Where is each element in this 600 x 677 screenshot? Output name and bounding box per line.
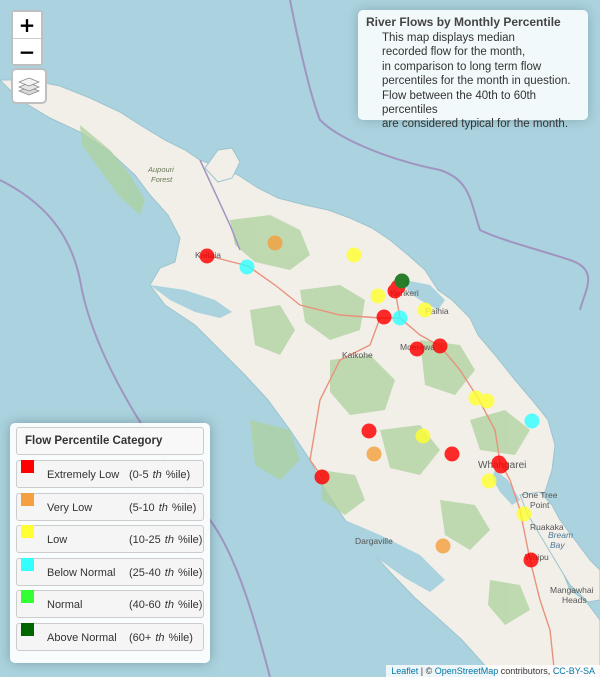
legend-label: Normal — [47, 599, 83, 611]
legend-range: (10-25 th %ile) — [129, 534, 203, 546]
place-label: Bream — [548, 530, 573, 540]
osm-link[interactable]: OpenStreetMap — [434, 666, 499, 676]
site-marker[interactable] — [435, 538, 451, 554]
site-marker[interactable] — [392, 310, 408, 326]
land-karikari — [204, 147, 241, 183]
legend-swatch — [21, 590, 34, 603]
legend-range: (60+ th %ile) — [129, 631, 193, 644]
legend-label: Extremely Low — [47, 469, 120, 481]
layers-button[interactable] — [11, 68, 47, 104]
info-panel: River Flows by Monthly Percentile This m… — [358, 10, 588, 130]
site-marker[interactable] — [493, 458, 509, 474]
legend-label: Very Low — [47, 501, 93, 514]
info-line: This map displays median — [382, 32, 515, 44]
place-label: Paihia — [425, 306, 449, 316]
layers-icon — [18, 77, 40, 96]
site-marker[interactable] — [366, 446, 382, 462]
site-marker[interactable] — [516, 506, 532, 522]
legend-range: (0-5 th %ile) — [129, 469, 191, 481]
harbour-hokianga — [150, 285, 232, 318]
site-marker[interactable] — [314, 469, 330, 485]
legend-swatch — [21, 525, 34, 538]
site-marker[interactable] — [415, 428, 431, 444]
legend-item-above-normal[interactable]: Above Normal (60+ th %ile) — [16, 622, 204, 651]
legend-swatch — [21, 460, 34, 473]
zoom-in-button[interactable]: + — [13, 12, 41, 38]
site-marker[interactable] — [481, 473, 497, 489]
harbour-kaipara — [345, 520, 445, 592]
zoom-control: + − — [11, 10, 43, 66]
site-marker[interactable] — [370, 288, 386, 304]
site-marker[interactable] — [394, 273, 410, 289]
legend-item-low[interactable]: Low (10-25 th %ile) — [16, 525, 204, 553]
place-label: Kerikeri — [390, 288, 419, 298]
land-whangarei-heads — [519, 491, 600, 603]
site-marker[interactable] — [267, 235, 283, 251]
legend-swatch — [21, 622, 34, 636]
leaflet-link[interactable]: Leaflet — [391, 666, 419, 676]
legend-item-very-low[interactable]: Very Low (5-10 th %ile) — [16, 492, 204, 521]
site-marker[interactable] — [376, 309, 392, 325]
site-markers — [199, 235, 540, 568]
info-title: River Flows by Monthly Percentile — [366, 15, 561, 29]
place-label: Point — [530, 500, 550, 510]
legend-label: Low — [47, 534, 68, 546]
legend-swatch — [21, 492, 34, 506]
site-marker[interactable] — [524, 413, 540, 429]
site-marker[interactable] — [523, 552, 539, 568]
place-label: Dargaville — [355, 536, 393, 546]
site-marker[interactable] — [239, 259, 255, 275]
legend-title: Flow Percentile Category — [16, 427, 204, 455]
map-attribution: Leaflet | © OpenStreetMap contributors, … — [386, 665, 600, 677]
legend: Flow Percentile Category Extremely Low (… — [10, 423, 210, 663]
place-label: Kaikohe — [342, 350, 373, 360]
place-label: Heads — [562, 595, 587, 605]
info-line: percentiles for the month in question. — [382, 75, 571, 88]
legend-label: Above Normal — [47, 631, 117, 644]
legend-range: (40-60 th %ile) — [129, 599, 203, 611]
legend-range: (25-40 th %ile) — [129, 566, 203, 579]
site-marker[interactable] — [346, 247, 362, 263]
place-label: Ruakaka — [530, 522, 564, 532]
legend-item-extremely-low[interactable]: Extremely Low (0-5 th %ile) — [16, 460, 204, 488]
site-marker[interactable] — [417, 302, 433, 318]
legend-swatch — [21, 557, 34, 571]
site-marker[interactable] — [409, 341, 425, 357]
info-line: are considered typical for the month. — [382, 118, 569, 131]
info-line: Flow between the 40th to 60th percentile… — [382, 89, 537, 117]
place-label: One Tree — [522, 490, 558, 500]
legend-item-below-normal[interactable]: Below Normal (25-40 th %ile) — [16, 557, 204, 586]
license-link[interactable]: CC-BY-SA — [552, 666, 595, 676]
site-marker[interactable] — [361, 423, 377, 439]
info-line: in comparison to long term flow — [382, 60, 542, 73]
site-marker[interactable] — [444, 446, 460, 462]
place-label: Forest — [151, 175, 173, 184]
legend-label: Below Normal — [47, 566, 116, 579]
legend-range: (5-10 th %ile) — [129, 501, 197, 514]
legend-item-normal[interactable]: Normal (40-60 th %ile) — [16, 590, 204, 618]
zoom-out-button[interactable]: − — [13, 38, 41, 64]
harbour-whangarei — [492, 470, 520, 505]
site-marker[interactable] — [479, 393, 495, 409]
info-line: recorded flow for the month, — [382, 46, 526, 59]
site-marker[interactable] — [432, 338, 448, 354]
place-label: Bay — [550, 540, 565, 550]
bay-of-islands — [405, 280, 445, 310]
site-marker[interactable] — [199, 248, 215, 264]
place-label: Mangawhai — [550, 585, 594, 595]
place-label: Aupouri — [147, 165, 174, 174]
